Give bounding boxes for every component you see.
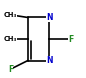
Text: CH₃: CH₃ [4,12,17,18]
Text: N: N [46,13,53,22]
Text: F: F [68,34,74,44]
Text: CH₃: CH₃ [4,36,17,42]
Text: F: F [8,65,13,74]
Text: N: N [46,56,53,65]
